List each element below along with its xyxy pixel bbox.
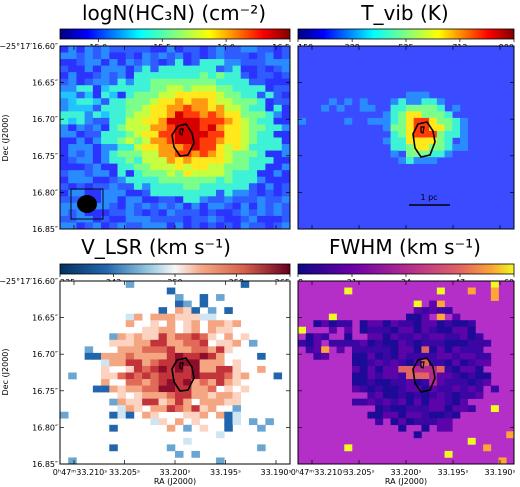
panel-title: T_vib (K) <box>360 1 448 25</box>
x-tick-label: 0ʰ47ᵐ33.210ˢ <box>53 468 107 477</box>
x-tick-label: 33.195ˢ <box>438 468 469 477</box>
x-axis-label: RA (J2000) <box>385 477 427 486</box>
x-tick-label: 33.195ˢ <box>210 468 241 477</box>
y-tick-label: 16.65″ <box>32 79 58 88</box>
x-tick-label: 33.205ˢ <box>344 468 375 477</box>
panel-title: V_LSR (km s⁻¹) <box>81 235 231 259</box>
y-axis-label: Dec (J2000) <box>1 349 10 396</box>
x-tick-label: 33.200ˢ <box>160 468 191 477</box>
y-tick-label: 16.75″ <box>32 152 58 161</box>
y-tick-label: 16.80″ <box>32 423 58 432</box>
core-contour-inner <box>420 361 425 369</box>
colorbar <box>297 28 515 40</box>
y-tick-label: 16.85″ <box>32 460 58 469</box>
x-tick-label: 0ʰ47ᵐ33.210ˢ <box>291 468 345 477</box>
panel-tvib: T_vib (K) 150338525712900 1 pc <box>297 1 515 230</box>
y-tick-label: 16.85″ <box>32 225 58 234</box>
beam-ellipse <box>77 195 97 213</box>
x-tick-label: 33.200ˢ <box>391 468 422 477</box>
scale-bar-label: 1 pc <box>420 193 437 202</box>
panel-fwhm: FWHM (km s⁻¹) 821344760 <box>297 235 515 465</box>
y-axis-label: Dec (J2000) <box>1 115 10 162</box>
x-tick-label: 33.190ˢ <box>485 468 516 477</box>
x-axis-label: RA (J2000) <box>154 477 196 486</box>
heatmap-cells <box>60 46 291 230</box>
core-contour <box>412 121 436 158</box>
y-tick-label: 16.65″ <box>32 314 58 323</box>
y-tick-label: 16.80″ <box>32 188 58 197</box>
core-contour <box>171 123 195 157</box>
colorbar <box>59 28 291 40</box>
y-tick-label: 16.70″ <box>32 115 58 124</box>
beam-box <box>70 188 104 220</box>
x-tick-label: 33.190ˢ <box>261 468 292 477</box>
y-tick-label: −25°17′16.60″ <box>0 277 58 286</box>
y-tick-label: −25°17′16.60″ <box>0 42 58 51</box>
y-tick-label: 16.75″ <box>32 387 58 396</box>
heatmap-cells <box>298 281 515 465</box>
core-contour-inner <box>179 128 184 136</box>
panel-logn: logN(HC₃N) (cm⁻²) 15.015.516.016.5 <box>59 1 291 230</box>
colorbar <box>59 263 291 275</box>
core-contour <box>171 357 195 392</box>
x-tick-label: 33.205ˢ <box>109 468 140 477</box>
y-tick-label: 16.70″ <box>32 350 58 359</box>
panel-title: logN(HC₃N) (cm⁻²) <box>82 1 266 25</box>
axes: −25°17′16.60″ 16.65″ 16.70″ 16.75″ 16.80″ 16.… <box>0 42 516 477</box>
panel-vlsr: V_LSR (km s⁻¹) 235242250258265 <box>59 235 291 465</box>
core-contour-inner <box>420 126 425 134</box>
heatmap-cells <box>298 91 469 164</box>
panel-title: FWHM (km s⁻¹) <box>329 235 481 259</box>
colorbar <box>297 263 515 275</box>
core-contour <box>412 357 436 393</box>
core-contour-inner <box>179 362 184 370</box>
heatmap-cells <box>60 281 283 465</box>
